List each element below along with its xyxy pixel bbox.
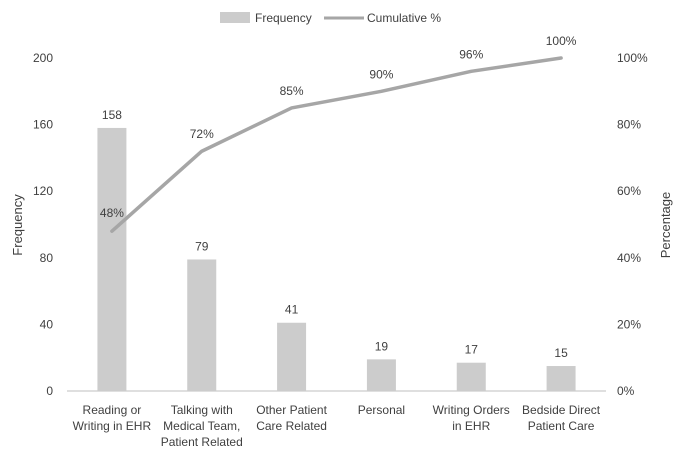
y-tick-label: 40 xyxy=(40,317,54,331)
y2-tick-label: 60% xyxy=(617,184,641,198)
y-axis-ticks: 0 40 80 120 160 200 xyxy=(33,51,53,398)
category-label: Patient Care xyxy=(528,419,595,433)
bar-data-label: 17 xyxy=(465,343,479,357)
cumulative-point xyxy=(111,230,113,232)
legend-swatch-frequency xyxy=(220,12,250,23)
category-label: Bedside Direct xyxy=(522,403,601,417)
bar xyxy=(187,259,217,391)
y-axis-title: Frequency xyxy=(10,194,25,256)
frequency-bars xyxy=(97,127,576,392)
bar xyxy=(97,127,127,392)
category-labels: Reading or Writing in EHR Talking with Medi… xyxy=(73,403,601,449)
frequency-data-labels: 158 79 41 19 17 15 xyxy=(102,108,568,360)
category-label: Talking with xyxy=(171,403,233,417)
category-label: Medical Team, xyxy=(163,419,240,433)
bar xyxy=(456,362,486,391)
cumulative-line xyxy=(110,56,563,233)
legend: Frequency Cumulative % xyxy=(220,11,441,25)
cumulative-data-label: 85% xyxy=(280,84,304,98)
bar-data-label: 41 xyxy=(285,303,299,317)
bar-data-label: 79 xyxy=(195,239,209,253)
bar-data-label: 158 xyxy=(102,108,122,122)
category-label: Patient Related xyxy=(161,435,243,449)
cumulative-point xyxy=(560,57,562,59)
legend-label-frequency: Frequency xyxy=(255,11,312,25)
category-label: Writing in EHR xyxy=(73,419,152,433)
bar xyxy=(277,322,307,391)
category-label: Writing Orders xyxy=(433,403,510,417)
y-tick-label: 0 xyxy=(46,384,53,398)
cumulative-line-group xyxy=(110,56,563,233)
cumulative-data-label: 72% xyxy=(190,127,214,141)
bar-data-label: 15 xyxy=(554,346,568,360)
y-tick-label: 80 xyxy=(40,251,54,265)
y2-tick-label: 80% xyxy=(617,118,641,132)
bar-data-label: 19 xyxy=(375,339,389,353)
bar xyxy=(546,366,576,391)
category-label: Reading or xyxy=(83,403,142,417)
y2-axis-title: Percentage xyxy=(658,192,673,259)
cumulative-data-label: 90% xyxy=(369,67,393,81)
y2-tick-label: 0% xyxy=(617,384,635,398)
cumulative-data-label: 100% xyxy=(546,34,577,48)
y2-axis-ticks: 0% 20% 40% 60% 80% 100% xyxy=(617,51,648,398)
y2-tick-label: 20% xyxy=(617,317,641,331)
y-tick-label: 160 xyxy=(33,118,53,132)
cumulative-data-label: 96% xyxy=(459,47,483,61)
cumulative-data-label: 48% xyxy=(100,206,124,220)
cumulative-point xyxy=(380,90,382,92)
cumulative-data-labels: 48% 72% 85% 90% 96% 100% xyxy=(100,34,577,220)
y-tick-label: 120 xyxy=(33,184,53,198)
y-tick-label: 200 xyxy=(33,51,53,65)
bar xyxy=(366,359,396,391)
cumulative-point xyxy=(470,70,472,72)
cumulative-point xyxy=(291,107,293,109)
category-label: Personal xyxy=(358,403,405,417)
y2-tick-label: 100% xyxy=(617,51,648,65)
category-label: in EHR xyxy=(452,419,490,433)
cumulative-point xyxy=(201,150,203,152)
category-label: Care Related xyxy=(256,419,327,433)
category-label: Other Patient xyxy=(256,403,327,417)
legend-label-cumulative: Cumulative % xyxy=(367,11,441,25)
y2-tick-label: 40% xyxy=(617,251,641,265)
